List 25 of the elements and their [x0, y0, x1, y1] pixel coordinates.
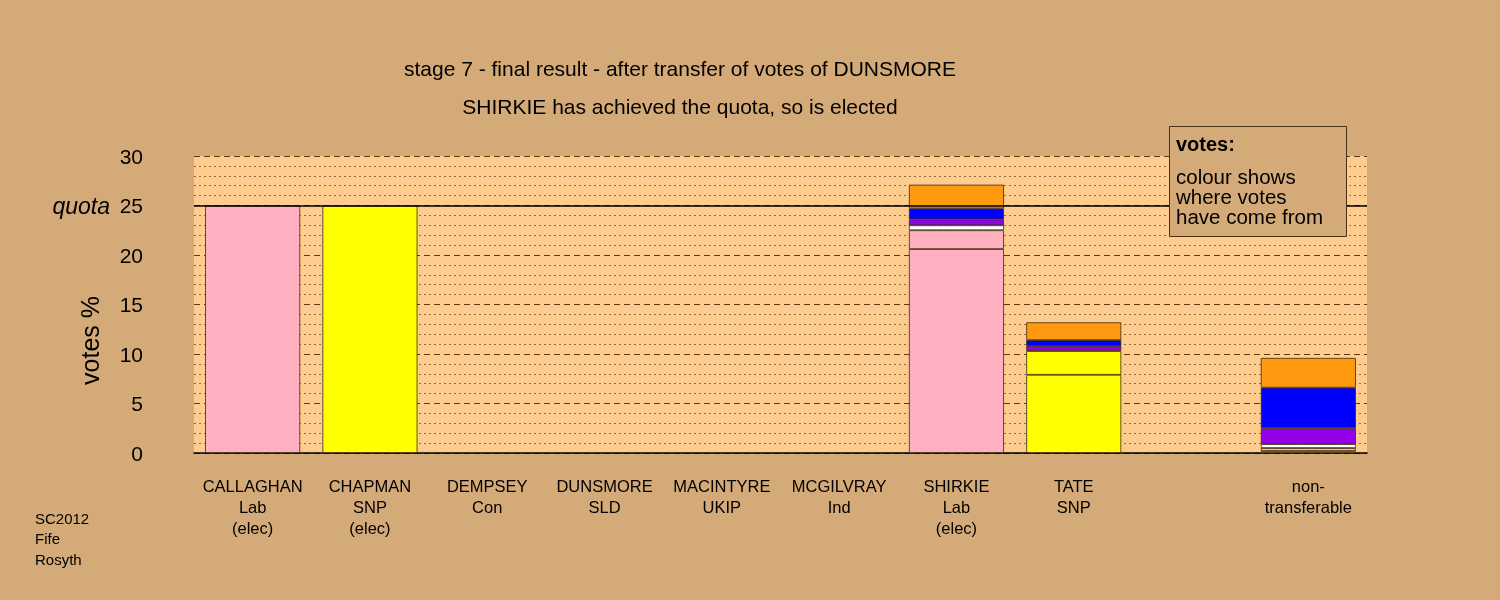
x-tick-label: CALLAGHAN Lab (elec): [202, 476, 303, 537]
y-tick-label: 15: [119, 293, 143, 316]
y-tick-label: 25: [119, 194, 143, 217]
chart-subtitle: SHIRKIE has achieved the quota, so is elected: [462, 95, 898, 118]
x-tick-label: non- transferable: [1264, 476, 1352, 516]
y-axis-title: votes %: [75, 296, 104, 385]
x-tick-label: DUNSMORE SLD: [556, 476, 653, 516]
x-tick-label: TATE SNP: [1053, 476, 1094, 516]
y-tick-label: 10: [119, 342, 143, 366]
bar: [322, 205, 418, 453]
x-tick-label: DEMPSEY Con: [446, 476, 528, 516]
text: SC2012 Fife Rosyth: [35, 509, 90, 568]
bar: [205, 205, 301, 453]
x-tick-label: SHIRKIE Lab (elec): [923, 476, 990, 537]
x-tick-label: MACINTYRE UKIP: [673, 476, 771, 516]
annotation: colour shows where votes have come from: [1175, 164, 1323, 228]
y-tick-label: 20: [119, 243, 143, 267]
x-tick-label: CHAPMAN SNP (elec): [328, 476, 412, 537]
text: votes:: [1176, 133, 1235, 155]
x-tick-label: MCGILVRAY Ind: [791, 476, 887, 516]
chart-title: stage 7 - final result - after transfer of votes of DUNSMORE: [403, 57, 957, 80]
y-tick-label: 5: [131, 392, 143, 415]
y-tick-label: 30: [119, 144, 143, 168]
ref-line-label: quota: [52, 192, 110, 219]
y-tick-label: 0: [131, 441, 143, 465]
